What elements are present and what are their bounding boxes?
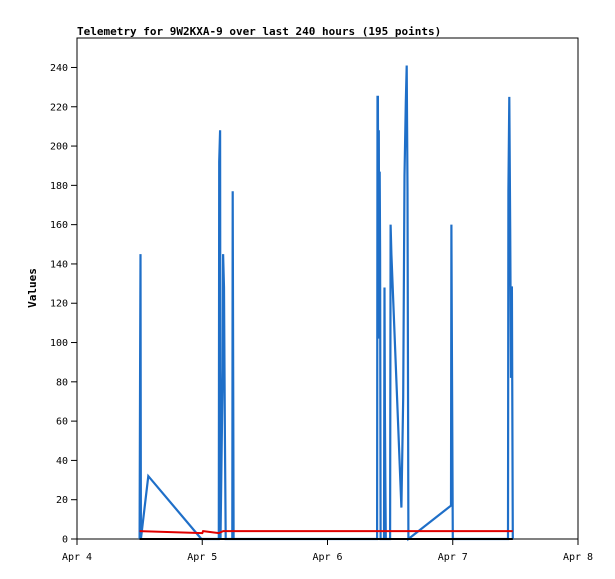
x-tick-label: Apr 6 [312,552,342,563]
y-tick-label: 160 [50,220,68,231]
y-tick-label: 0 [62,535,68,546]
x-tick-label: Apr 7 [438,552,468,563]
y-tick-label: 180 [50,181,68,192]
series-line-1 [138,65,514,542]
chart-title: Telemetry for 9W2KXA-9 over last 240 hou… [77,25,441,38]
x-tick-label: Apr 4 [62,552,92,563]
series-line-2 [139,530,513,535]
x-tick-label: Apr 8 [563,552,593,563]
y-tick-label: 140 [50,259,68,270]
y-axis-label: Values [26,268,39,308]
x-tick-label: Apr 5 [187,552,217,563]
series-layer [138,65,514,542]
y-tick-label: 200 [50,142,68,153]
y-tick-label: 120 [50,299,68,310]
y-tick-label: 240 [50,63,68,74]
ticks-layer: 0 20 40 60 80 100 120 140 160 180 200 220 240 Apr 4 Ap… [50,63,593,563]
y-tick-label: 20 [56,495,68,506]
y-tick-label: 80 [56,377,68,388]
y-tick-label: 40 [56,456,68,467]
plot-area-frame [76,37,579,540]
y-tick-label: 220 [50,102,68,113]
y-tick-label: 60 [56,417,68,428]
y-tick-label: 100 [50,338,68,349]
